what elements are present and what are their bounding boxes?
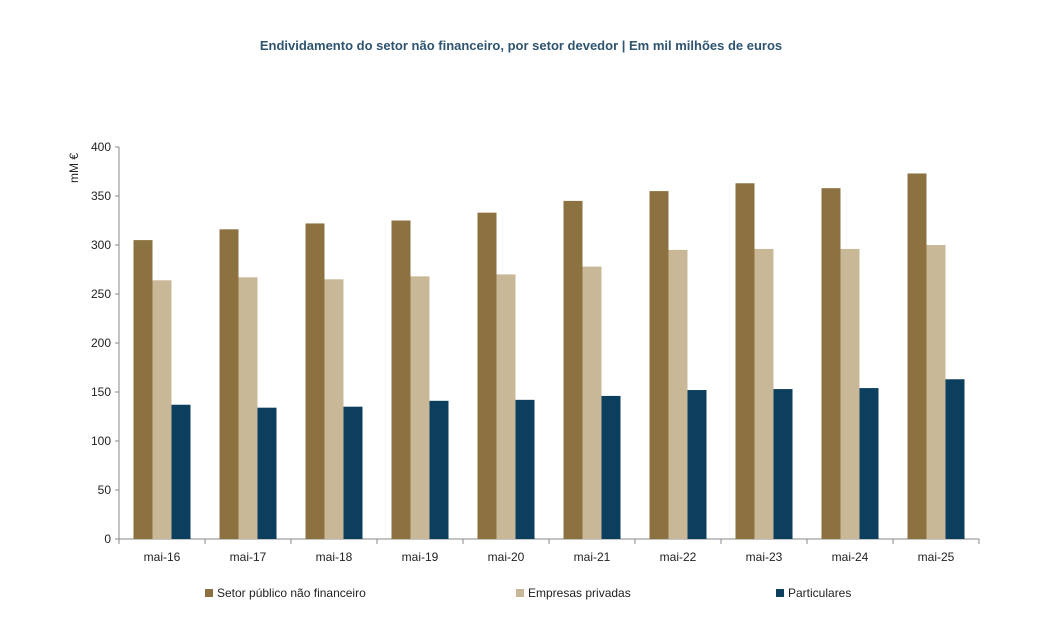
bar xyxy=(477,212,497,539)
bar xyxy=(219,229,239,539)
bar xyxy=(305,223,325,539)
bar xyxy=(687,390,707,539)
legend-item-empresas-privadas: Empresas privadas xyxy=(516,586,631,600)
legend-swatch xyxy=(776,589,784,597)
bar xyxy=(429,400,449,539)
y-tick-label: 100 xyxy=(91,434,111,448)
bar xyxy=(754,248,774,540)
bar xyxy=(840,248,860,540)
legend-item-particulares: Particulares xyxy=(776,586,851,600)
bar xyxy=(410,276,430,539)
x-tick-label: mai-18 xyxy=(316,550,353,564)
y-tick-label: 150 xyxy=(91,385,111,399)
x-tick-label: mai-25 xyxy=(918,550,955,564)
y-tick-label: 0 xyxy=(104,532,111,546)
y-tick-label: 400 xyxy=(91,140,111,154)
bar xyxy=(563,200,583,539)
legend-label: Empresas privadas xyxy=(528,586,631,600)
bar xyxy=(257,407,277,539)
bar xyxy=(391,220,411,539)
legend-label: Setor público não financeiro xyxy=(217,586,366,600)
bar xyxy=(821,188,841,539)
bar xyxy=(171,404,191,539)
bar xyxy=(735,183,755,539)
bars xyxy=(133,173,965,540)
legend: Setor público não financeiro Empresas pr… xyxy=(0,586,1042,602)
y-tick-label: 200 xyxy=(91,336,111,350)
chart-title: Endividamento do setor não financeiro, p… xyxy=(259,38,783,53)
x-tick-label: mai-20 xyxy=(488,550,525,564)
bar xyxy=(152,280,172,539)
x-tick-label: mai-17 xyxy=(230,550,267,564)
y-tick-label: 250 xyxy=(91,287,111,301)
y-tick-label: 350 xyxy=(91,189,111,203)
bar xyxy=(945,379,965,539)
bar xyxy=(343,406,363,539)
axes: 0 50 100 150 200 250 300 350 400 mai-16 mai-17 mai-… xyxy=(91,140,980,564)
bar xyxy=(238,277,258,539)
x-tick-label: mai-19 xyxy=(402,550,439,564)
bar xyxy=(926,245,946,539)
bar xyxy=(133,240,153,539)
x-tick-label: mai-22 xyxy=(660,550,697,564)
legend-swatch xyxy=(205,589,213,597)
legend-item-setor-publico: Setor público não financeiro xyxy=(205,586,366,600)
bar xyxy=(649,191,669,539)
bar xyxy=(496,274,516,539)
bar xyxy=(515,399,535,539)
y-tick-label: 50 xyxy=(98,483,112,497)
legend-swatch xyxy=(516,589,524,597)
legend-label: Particulares xyxy=(788,586,852,600)
x-tick-label: mai-21 xyxy=(574,550,611,564)
x-tick-label: mai-23 xyxy=(746,550,783,564)
y-tick-label: 300 xyxy=(91,238,111,252)
x-tick-label: mai-16 xyxy=(144,550,181,564)
bar xyxy=(668,249,688,539)
bar xyxy=(773,389,793,539)
y-axis-title: mM € xyxy=(67,153,81,183)
bar xyxy=(601,395,621,539)
bar xyxy=(859,388,879,539)
x-tick-label: mai-24 xyxy=(832,550,869,564)
bar xyxy=(907,173,927,539)
bar xyxy=(324,279,344,539)
bar xyxy=(582,266,602,539)
